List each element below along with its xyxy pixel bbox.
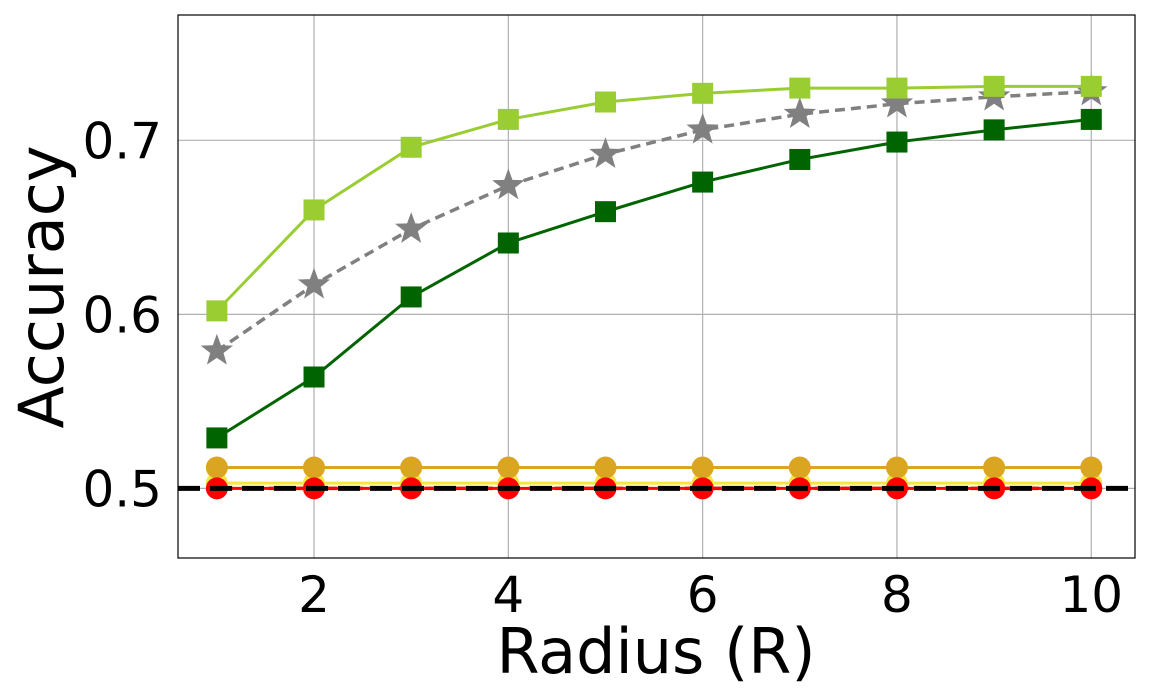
- series-6-point-6: [789, 77, 811, 99]
- y-tick-label-2: 0.7: [82, 112, 162, 170]
- series-5-line: [215, 89, 1092, 353]
- series-6-line: [215, 84, 1092, 312]
- series-2-point-7: [885, 456, 908, 479]
- series-2-point-3: [497, 456, 520, 479]
- series-6-point-3: [497, 108, 519, 130]
- x-tick-label-2: 6: [687, 566, 719, 624]
- series-4-point-0: [206, 427, 228, 449]
- series-4-point-1: [303, 366, 325, 388]
- x-tick-label-0: 2: [298, 566, 330, 624]
- series-2-point-6: [788, 456, 811, 479]
- series-5: [200, 74, 1108, 365]
- series-2-point-1: [303, 456, 326, 479]
- series-4-point-9: [1080, 108, 1102, 130]
- y-axis-label: Accuracy: [5, 145, 78, 428]
- series-2: [205, 456, 1103, 479]
- series-5-point-1: [297, 267, 331, 299]
- series-4-point-6: [789, 148, 811, 170]
- series-2-point-0: [205, 456, 228, 479]
- series-2-point-4: [594, 456, 617, 479]
- series-6-point-5: [692, 82, 714, 104]
- series-6-point-8: [983, 75, 1005, 97]
- series-4-point-5: [692, 171, 714, 193]
- series-5-point-5: [686, 112, 719, 144]
- series-6-point-7: [886, 77, 908, 99]
- y-tick-label-0: 0.5: [82, 460, 162, 518]
- series-6: [206, 75, 1102, 322]
- series-6-point-2: [400, 136, 422, 158]
- series-5-point-3: [492, 168, 525, 200]
- series-5-point-0: [200, 333, 234, 365]
- series-4-point-7: [886, 131, 908, 153]
- series-4-point-3: [497, 232, 519, 254]
- series-6-point-0: [206, 300, 228, 322]
- x-tick-label-4: 10: [1059, 566, 1123, 624]
- series-4: [206, 108, 1102, 449]
- series-6-point-4: [594, 91, 616, 113]
- y-tick-labels: 0.5 0.6 0.7: [82, 112, 162, 518]
- series-6-point-9: [1080, 75, 1102, 97]
- y-tick-label-1: 0.6: [82, 286, 162, 344]
- series-5-point-7: [880, 86, 914, 118]
- plot-frame: [177, 14, 1136, 559]
- series-5-point-4: [589, 137, 622, 168]
- series-2-point-8: [983, 456, 1006, 479]
- series-2-point-2: [400, 456, 423, 479]
- series-2-point-5: [691, 456, 714, 479]
- series-2-point-9: [1080, 456, 1103, 479]
- series-group: [200, 74, 1108, 500]
- x-tick-label-1: 4: [492, 566, 524, 624]
- x-tick-labels: 2 4 6 8 10: [298, 566, 1123, 624]
- x-tick-label-3: 8: [881, 566, 913, 624]
- series-5-point-2: [395, 212, 428, 243]
- series-4-point-2: [400, 286, 422, 308]
- series-6-point-1: [303, 199, 325, 221]
- series-4-line: [216, 117, 1092, 440]
- series-5-point-6: [783, 97, 816, 128]
- x-axis-label: Radius (R): [496, 615, 815, 688]
- series-4-point-4: [594, 201, 616, 223]
- series-4-point-8: [983, 119, 1005, 141]
